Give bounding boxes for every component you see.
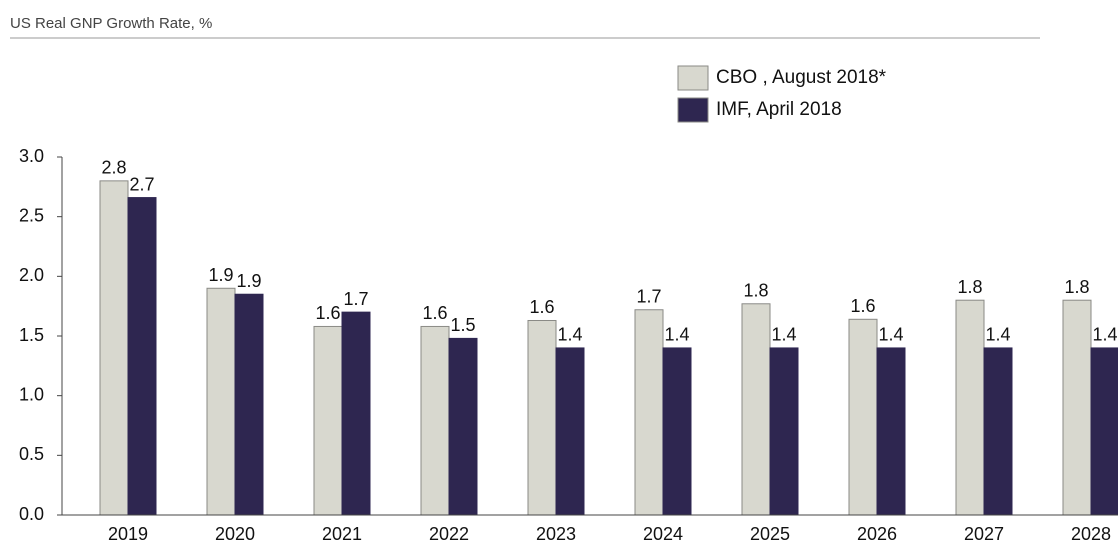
value-label: 2.8 (101, 158, 126, 178)
x-tick-label: 2027 (964, 524, 1004, 543)
legend-label: IMF, April 2018 (716, 99, 842, 120)
bar (769, 347, 799, 516)
value-label: 1.7 (636, 286, 661, 306)
value-label: 1.4 (878, 325, 903, 345)
bar (634, 309, 664, 516)
value-label: 1.6 (850, 296, 875, 316)
value-label: 1.6 (529, 297, 554, 317)
bar (555, 347, 585, 516)
legend-swatch (677, 65, 709, 91)
legend-label: CBO , August 2018* (716, 67, 887, 88)
value-label: 1.4 (664, 325, 689, 345)
bar (1090, 347, 1118, 516)
bar (876, 347, 906, 516)
y-tick-label: 2.5 (19, 205, 44, 225)
value-label: 2.7 (129, 174, 154, 194)
x-tick-label: 2022 (429, 524, 469, 543)
bar (983, 347, 1013, 516)
chart-title: US Real GNP Growth Rate, % (10, 15, 212, 32)
legend-swatch (677, 97, 709, 123)
y-tick-label: 3.0 (19, 146, 44, 166)
value-label: 1.8 (1064, 277, 1089, 297)
x-tick-label: 2024 (643, 524, 683, 543)
value-label: 1.9 (208, 265, 233, 285)
bar (741, 303, 771, 516)
x-tick-label: 2026 (857, 524, 897, 543)
x-tick-label: 2021 (322, 524, 362, 543)
x-tick-label: 2019 (108, 524, 148, 543)
bar (234, 293, 264, 516)
y-tick-label: 0.5 (19, 444, 44, 464)
value-label: 1.8 (743, 281, 768, 301)
bar (313, 325, 343, 516)
bar (99, 180, 129, 516)
value-label: 1.8 (957, 277, 982, 297)
bar (448, 337, 478, 516)
value-label: 1.4 (771, 325, 796, 345)
bar (127, 197, 157, 516)
bar (1062, 299, 1092, 516)
y-tick-label: 1.0 (19, 384, 44, 404)
value-label: 1.7 (343, 289, 368, 309)
y-tick-label: 1.5 (19, 325, 44, 345)
bar (527, 319, 557, 516)
y-tick-label: 2.0 (19, 265, 44, 285)
bar (662, 347, 692, 516)
y-tick-label: 0.0 (19, 504, 44, 524)
bar (955, 299, 985, 516)
bar (848, 318, 878, 516)
value-label: 1.4 (985, 325, 1010, 345)
value-label: 1.4 (557, 325, 582, 345)
x-tick-label: 2025 (750, 524, 790, 543)
value-label: 1.6 (315, 303, 340, 323)
value-label: 1.4 (1092, 325, 1117, 345)
bar (206, 287, 236, 516)
value-label: 1.5 (450, 315, 475, 335)
x-tick-label: 2020 (215, 524, 255, 543)
bar (341, 311, 371, 516)
value-label: 1.9 (236, 271, 261, 291)
value-label: 1.6 (422, 303, 447, 323)
x-tick-label: 2028 (1071, 524, 1111, 543)
bar (420, 325, 450, 516)
x-tick-label: 2023 (536, 524, 576, 543)
